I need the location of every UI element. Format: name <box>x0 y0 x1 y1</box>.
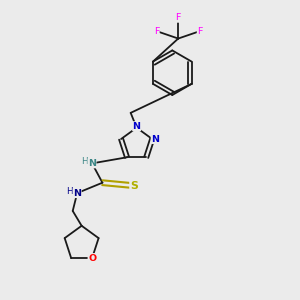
Text: N: N <box>88 159 96 168</box>
Text: S: S <box>130 181 137 191</box>
Text: N: N <box>151 134 159 143</box>
Text: F: F <box>154 27 159 36</box>
Text: F: F <box>176 13 181 22</box>
Text: N: N <box>133 122 141 131</box>
Text: F: F <box>197 27 203 36</box>
Text: H: H <box>66 187 73 196</box>
Text: H: H <box>81 158 88 166</box>
Text: O: O <box>88 254 96 262</box>
Text: N: N <box>73 189 81 198</box>
